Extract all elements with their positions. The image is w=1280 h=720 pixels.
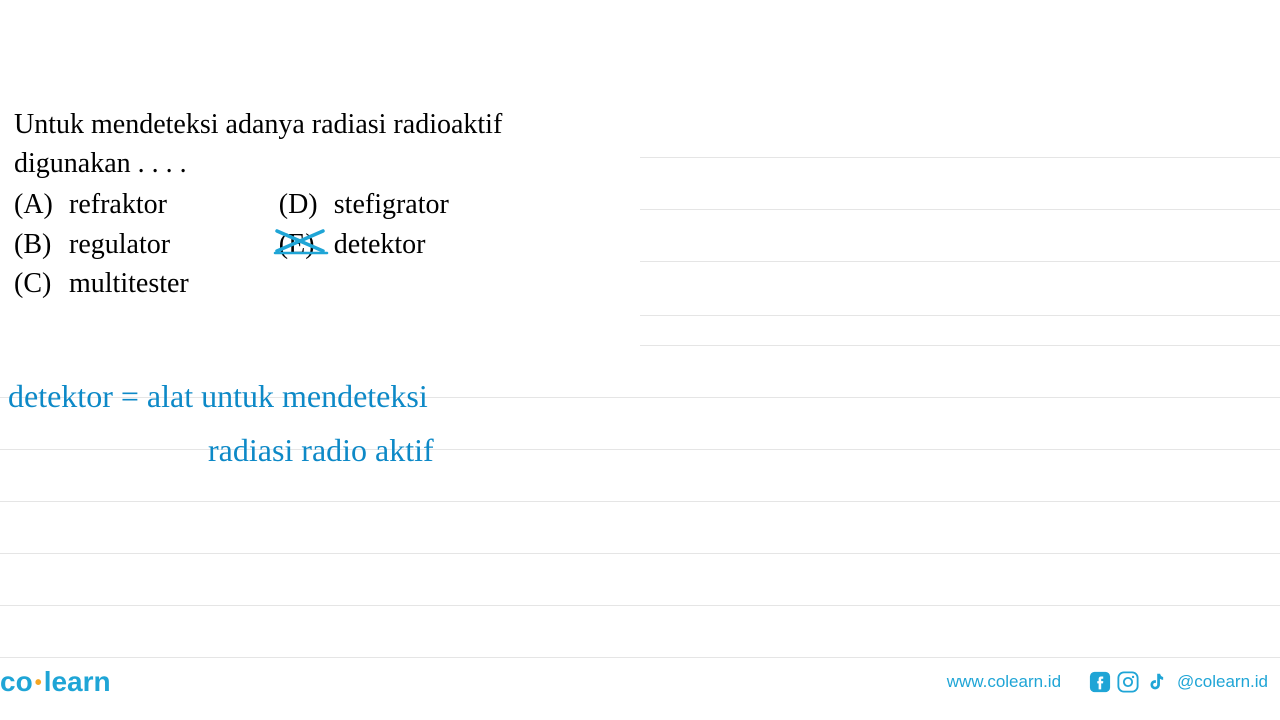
option-text: detektor bbox=[334, 229, 426, 260]
content-area: Untuk mendeteksi adanya radiasi radioakt… bbox=[14, 105, 1266, 303]
social-icons: @colearn.id bbox=[1089, 671, 1268, 693]
options-column-2: (D) stefigrator(E) detektor bbox=[279, 185, 449, 303]
website-url: www.colearn.id bbox=[947, 672, 1061, 692]
logo-dot: • bbox=[35, 672, 42, 694]
cross-mark-icon bbox=[273, 227, 329, 255]
logo-learn: learn bbox=[44, 666, 111, 697]
logo-co: co bbox=[0, 666, 33, 697]
option-text: refraktor bbox=[69, 189, 167, 220]
option-letter: (C) bbox=[14, 264, 62, 303]
handwriting-line-2: radiasi radio aktif bbox=[208, 426, 434, 474]
footer: co•learn www.colearn.id @colearn.id bbox=[0, 666, 1268, 698]
option-text: regulator bbox=[69, 229, 170, 260]
facebook-icon bbox=[1089, 671, 1111, 693]
option-a: (A) refraktor bbox=[14, 185, 189, 224]
question-line-1: Untuk mendeteksi adanya radiasi radioakt… bbox=[14, 109, 502, 140]
handwriting-line-1: detektor = alat untuk mendeteksi bbox=[8, 372, 428, 420]
question-line-2: digunakan . . . . bbox=[14, 148, 187, 179]
tiktok-icon bbox=[1145, 671, 1167, 693]
options-column-1: (A) refraktor(B) regulator(C) multiteste… bbox=[14, 185, 189, 303]
option-letter: (B) bbox=[14, 225, 62, 264]
options-container: (A) refraktor(B) regulator(C) multiteste… bbox=[14, 185, 1266, 303]
option-text: multitester bbox=[69, 268, 189, 299]
option-d: (D) stefigrator bbox=[279, 185, 449, 224]
option-text: stefigrator bbox=[334, 189, 449, 220]
option-b: (B) regulator bbox=[14, 225, 189, 264]
option-c: (C) multitester bbox=[14, 264, 189, 303]
option-letter: (E) bbox=[279, 225, 327, 264]
footer-right: www.colearn.id @colearn.id bbox=[947, 671, 1268, 693]
logo: co•learn bbox=[0, 666, 111, 698]
option-letter: (D) bbox=[279, 185, 327, 224]
question-text: Untuk mendeteksi adanya radiasi radioakt… bbox=[14, 105, 634, 183]
social-handle: @colearn.id bbox=[1177, 672, 1268, 692]
option-e: (E) detektor bbox=[279, 225, 449, 264]
option-letter: (A) bbox=[14, 185, 62, 224]
instagram-icon bbox=[1117, 671, 1139, 693]
